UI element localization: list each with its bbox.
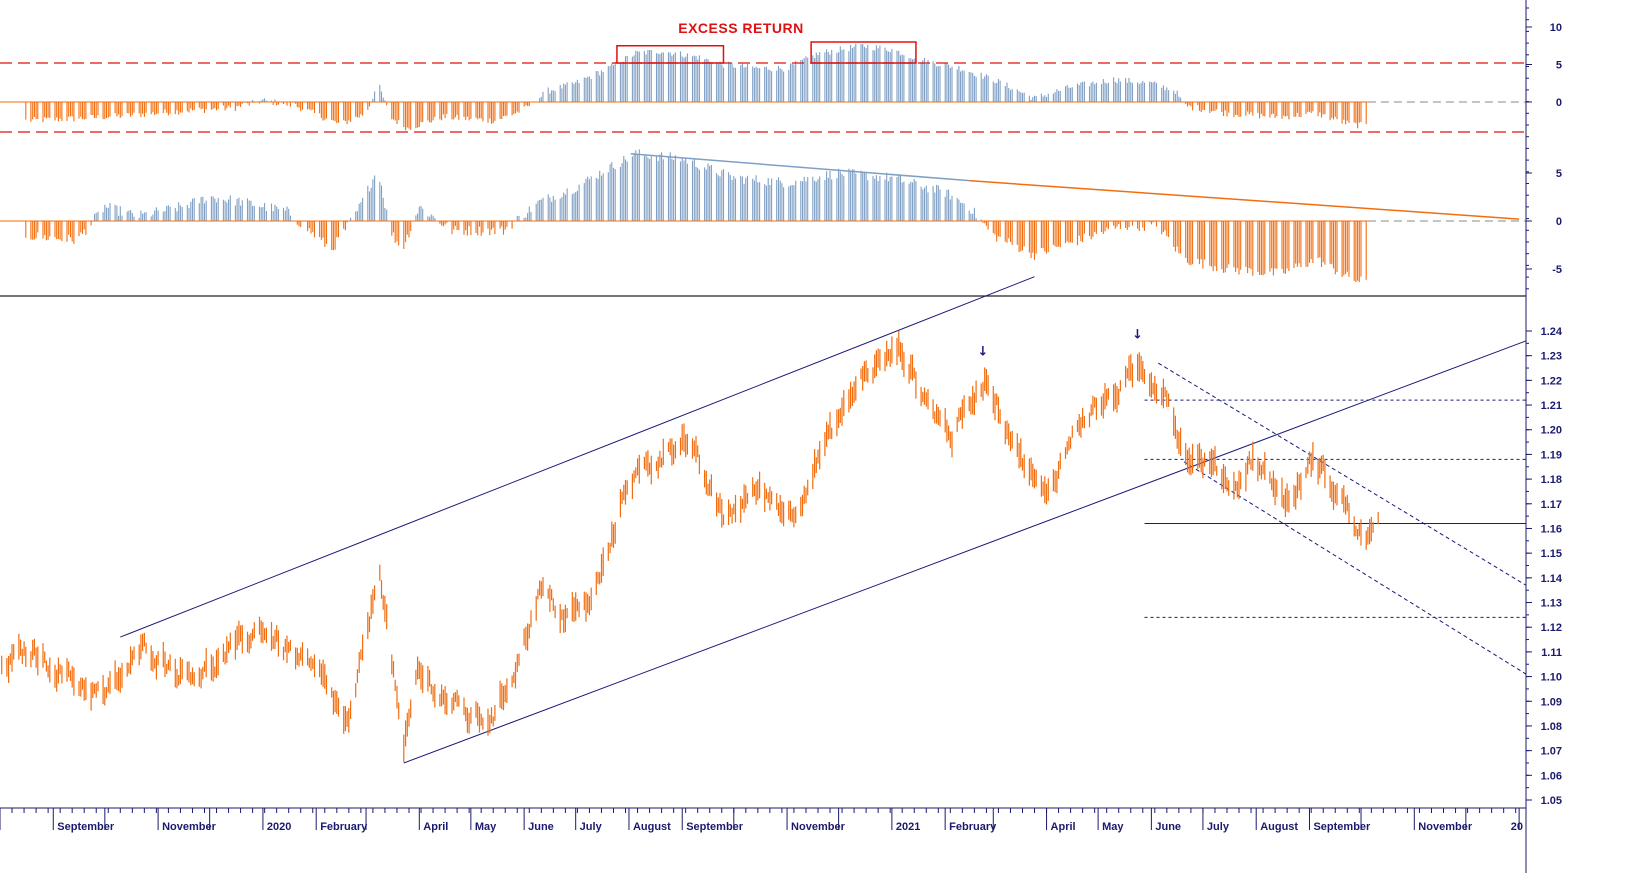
x-label: August: [633, 821, 671, 833]
y-tick-label: 1.24: [1541, 326, 1563, 338]
excess-return-annotations: [0, 41, 1526, 133]
y-tick-label: 10: [1550, 22, 1562, 34]
y-tick-label: 1.23: [1541, 351, 1562, 363]
y-tick-label: 1.07: [1541, 746, 1562, 758]
y-tick-label: 1.12: [1541, 622, 1562, 634]
price-series: [1, 330, 1379, 763]
x-axis: September November 2020 February April May Jun…: [0, 808, 1523, 833]
y-tick-label: 5: [1556, 168, 1562, 180]
x-label: September: [57, 821, 115, 833]
x-label: August: [1260, 821, 1298, 833]
x-label: July: [1207, 821, 1230, 833]
x-label: February: [320, 821, 368, 833]
price-channel-lines: [120, 276, 1527, 764]
x-label: 2020: [267, 821, 291, 833]
x-label: 20: [1511, 821, 1523, 833]
y-tick-label: 5: [1556, 60, 1562, 72]
y-tick-label: 1.13: [1541, 598, 1562, 610]
trend-line: [630, 153, 970, 182]
y-tick-label: 1.06: [1541, 770, 1562, 782]
x-label: April: [423, 821, 448, 833]
y-tick-label: 1.08: [1541, 721, 1562, 733]
uptrend-channel-line: [403, 340, 1527, 764]
x-label: April: [1051, 821, 1076, 833]
y-tick-label: -5: [1552, 264, 1562, 276]
x-label: November: [1418, 821, 1473, 833]
x-label: November: [791, 821, 846, 833]
price-markers: ↓↓: [978, 327, 1144, 359]
y-tick-label: 1.20: [1541, 425, 1562, 437]
uptrend-channel-line: [120, 276, 1035, 638]
y-tick-label: 1.10: [1541, 672, 1562, 684]
x-label: June: [528, 821, 554, 833]
x-label: May: [475, 821, 497, 833]
y-tick-label: 0: [1556, 216, 1562, 228]
y-tick-label: 1.14: [1541, 573, 1563, 585]
y-tick-label: 1.19: [1541, 449, 1562, 461]
momentum-y-axis: 5 0 -5: [1526, 168, 1562, 276]
downtrend-channel-line: [1157, 362, 1527, 586]
y-tick-label: 1.05: [1541, 795, 1562, 807]
trend-line: [969, 179, 1520, 220]
momentum-panel: 5 0 -5: [0, 149, 1562, 283]
highlight-box: [810, 41, 917, 64]
excess-return-y-axis: 10 5 0: [1526, 22, 1562, 109]
x-label: November: [162, 821, 217, 833]
y-tick-label: 1.18: [1541, 474, 1562, 486]
x-label: July: [580, 821, 603, 833]
x-label: February: [949, 821, 997, 833]
x-label: September: [1313, 821, 1371, 833]
y-tick-label: 1.11: [1541, 647, 1562, 659]
excess-return-bars: [0, 43, 1526, 131]
down-arrow-marker: ↓: [978, 345, 989, 360]
y-tick-label: 1.16: [1541, 523, 1562, 535]
excess-return-title: EXCESS RETURN: [678, 20, 804, 36]
x-label: September: [686, 821, 744, 833]
x-label: 2021: [896, 821, 920, 833]
y-tick-label: 1.22: [1541, 375, 1562, 387]
highlight-box: [616, 45, 725, 64]
down-arrow-marker: ↓: [1132, 327, 1143, 342]
y-tick-label: 1.21: [1541, 400, 1562, 412]
y-tick-label: 1.09: [1541, 696, 1562, 708]
excess-return-panel: EXCESS RETURN 10 5 0: [0, 20, 1562, 133]
y-tick-label: 1.17: [1541, 499, 1562, 511]
y-tick-label: 1.15: [1541, 548, 1562, 560]
momentum-bars: [0, 149, 1526, 283]
x-label: May: [1102, 821, 1124, 833]
momentum-trend-lines: [630, 153, 1520, 220]
x-label: June: [1155, 821, 1181, 833]
y-tick-label: 0: [1556, 97, 1562, 109]
